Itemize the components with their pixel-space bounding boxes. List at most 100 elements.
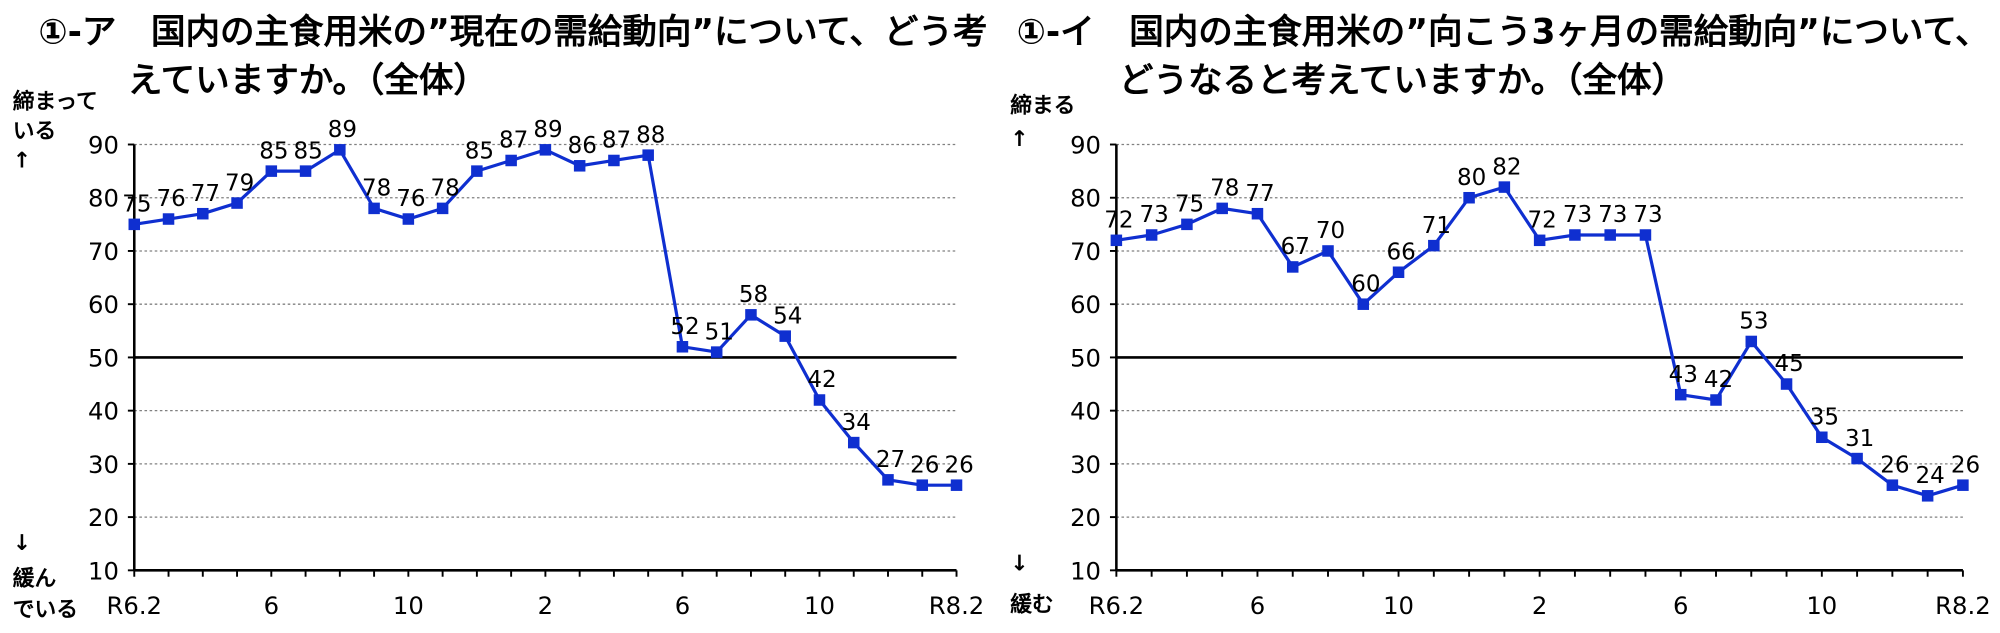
data-point [1674,388,1687,401]
data-label: 26 [910,452,939,478]
data-label: 88 [636,122,665,148]
data-label: 27 [876,447,905,473]
y-axis-label-bottom: ↓ [13,531,31,556]
data-label: 45 [1774,351,1803,377]
data-label: 85 [293,138,322,164]
data-label: 73 [1563,202,1592,228]
data-label: 71 [1422,213,1451,239]
data-label: 85 [259,138,288,164]
data-point [642,149,654,161]
data-label: 75 [1175,192,1204,218]
y-tick-label: 20 [1070,503,1101,532]
data-point [882,474,894,486]
data-point [1957,479,1969,491]
x-tick-label: 6 [675,591,690,620]
data-label: 85 [465,138,494,164]
data-point [1216,202,1228,215]
y-axis-label-bottom: でいる [13,597,78,622]
x-tick-label: R6.2 [107,591,163,620]
data-point [402,213,415,225]
y-tick-label: 50 [1070,343,1101,372]
data-point [197,207,209,220]
data-label: 73 [1633,202,1662,228]
data-point [916,479,929,491]
data-label: 89 [533,117,562,143]
y-axis-label-bottom: 緩ん [13,566,56,592]
y-axis-label-top: ↑ [13,149,31,174]
data-point [231,197,243,209]
x-tick-label: R8.2 [1935,591,1991,620]
data-point [1533,234,1546,247]
data-point [1428,239,1440,252]
data-label: 82 [1492,154,1521,180]
data-label: 87 [499,128,528,154]
data-point [539,144,552,156]
data-point [950,479,963,491]
data-point [128,218,141,231]
y-tick-label: 40 [88,397,119,426]
x-tick-label: 6 [1250,591,1265,620]
y-tick-label: 40 [1070,397,1101,426]
data-point [1145,229,1158,241]
data-point [1780,378,1793,390]
y-tick-label: 80 [88,184,119,213]
chart-title: どうなると考えていますか。（全体） [1119,61,1686,101]
data-point [1392,266,1405,279]
y-axis-label-top: 締まる [1010,93,1075,119]
data-label: 26 [944,452,973,478]
data-point [779,330,791,342]
x-tick-label: 2 [1532,591,1547,620]
x-tick-label: 10 [1806,591,1837,620]
x-tick-label: 2 [538,591,553,620]
x-tick-label: R8.2 [929,591,985,620]
y-axis-label-bottom: 緩む [1010,591,1053,617]
data-point [1745,335,1758,348]
y-tick-label: 50 [88,343,119,372]
data-point [1604,229,1616,241]
x-tick-label: 6 [264,591,279,620]
data-label: 80 [1457,165,1486,191]
data-point [1286,261,1299,273]
data-label: 86 [568,133,597,159]
data-label: 26 [1951,452,1980,478]
data-point [1710,394,1722,406]
series-line [134,147,957,487]
data-point [1357,298,1370,310]
y-axis-label-top: いる [13,119,56,144]
data-label: 42 [1704,367,1733,393]
y-tick-label: 70 [1070,237,1101,266]
data-point [813,394,826,406]
data-point [436,202,449,215]
y-tick-label: 30 [1070,450,1101,479]
y-axis-label-top: 締まって [13,89,98,115]
data-label: 89 [328,117,357,143]
data-label: 77 [1245,181,1274,207]
y-tick-label: 10 [1070,556,1101,585]
data-label: 24 [1916,463,1945,489]
data-label: 52 [670,314,699,340]
chart-title: ①-ア 国内の主食用米の”現在の需給動向”について、どう考 [38,12,987,52]
data-point [265,165,278,177]
data-point [1251,207,1264,220]
data-label: 43 [1669,362,1698,388]
data-label: 76 [396,186,425,212]
y-tick-label: 30 [88,450,119,479]
chart-title: えていますか。（全体） [128,61,488,101]
data-label: 78 [1210,176,1239,202]
data-point [1886,479,1899,491]
x-tick-label: R6.2 [1089,591,1145,620]
data-label: 77 [191,181,220,207]
data-label: 66 [1386,239,1415,265]
data-label: 78 [431,176,460,202]
y-axis-label-bottom: ↓ [1010,551,1028,576]
data-point [608,154,620,167]
data-point [710,346,723,358]
data-point [299,165,312,177]
x-tick-label: 10 [1383,591,1414,620]
data-point [676,341,689,353]
y-axis-label-top: ↑ [1010,127,1028,152]
y-tick-label: 60 [1070,290,1101,319]
data-point [334,144,346,156]
data-label: 42 [807,367,836,393]
